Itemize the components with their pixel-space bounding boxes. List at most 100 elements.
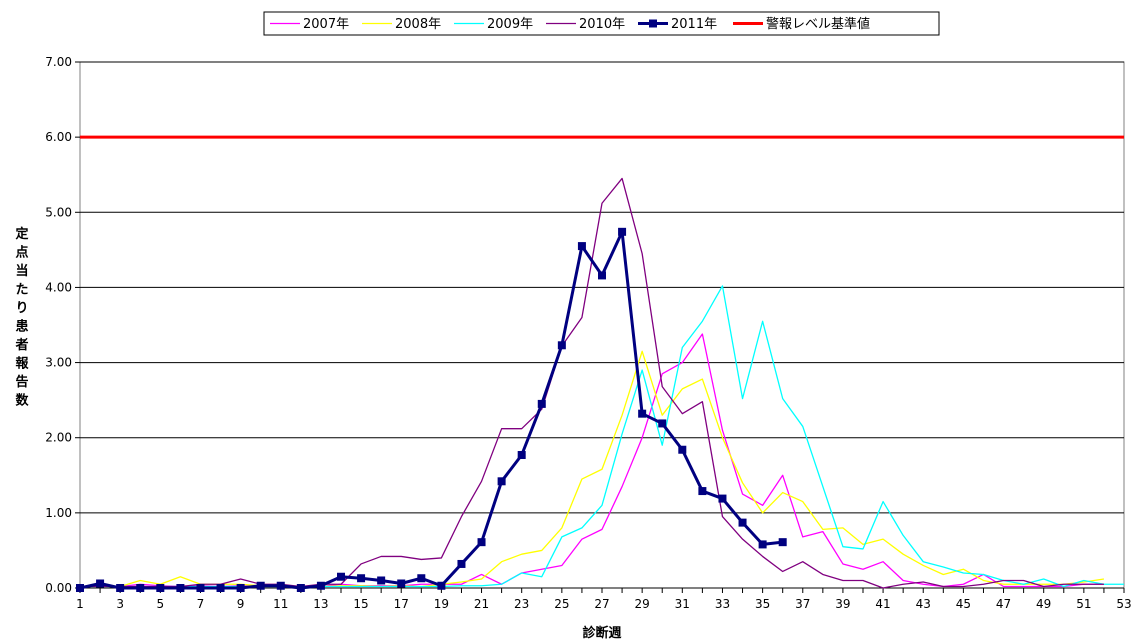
y-tick-label: 6.00 bbox=[45, 130, 72, 144]
data-point bbox=[738, 518, 747, 527]
legend-label: 警報レベル基準値 bbox=[766, 16, 870, 32]
data-point bbox=[256, 581, 265, 590]
y-axis-title-char: 当 bbox=[15, 263, 28, 279]
x-tick-label: 17 bbox=[394, 597, 409, 611]
legend-item: 2011年 bbox=[638, 17, 717, 32]
legend-label: 2010年 bbox=[579, 17, 625, 32]
data-point bbox=[477, 538, 486, 547]
legend-item: 2007年 bbox=[270, 17, 349, 32]
x-tick-label: 29 bbox=[635, 597, 650, 611]
x-tick-label: 1 bbox=[76, 597, 84, 611]
data-point bbox=[618, 227, 627, 236]
y-axis-title-char: 報 bbox=[15, 356, 29, 372]
x-tick-label: 53 bbox=[1116, 597, 1131, 611]
legend-item: 2009年 bbox=[454, 17, 533, 32]
x-tick-label: 41 bbox=[875, 597, 890, 611]
legend-item: 警報レベル基準値 bbox=[733, 16, 870, 32]
y-tick-label: 7.00 bbox=[45, 55, 72, 69]
legend: 2007年 2008年 2009年 2010年 2011年 警報レベル基準値 bbox=[263, 11, 940, 36]
x-axis-title: 診断週 bbox=[582, 625, 621, 641]
series-layer bbox=[76, 135, 1124, 592]
data-point bbox=[718, 494, 727, 503]
data-point bbox=[537, 399, 546, 408]
data-point bbox=[397, 579, 406, 588]
data-point bbox=[778, 538, 787, 547]
data-point bbox=[658, 419, 667, 428]
legend-box bbox=[263, 11, 940, 36]
series-group bbox=[79, 350, 1105, 588]
x-tick-label: 45 bbox=[956, 597, 971, 611]
plot-area bbox=[79, 61, 1125, 589]
x-tick-label: 5 bbox=[156, 597, 164, 611]
x-tick-label: 43 bbox=[916, 597, 931, 611]
x-tick-label: 49 bbox=[1036, 597, 1051, 611]
data-point bbox=[517, 450, 526, 459]
x-tick-label: 31 bbox=[675, 597, 690, 611]
legend-label: 2011年 bbox=[671, 17, 717, 32]
y-axis-title-char: り bbox=[15, 301, 28, 316]
data-point bbox=[577, 242, 586, 251]
x-tick-label: 7 bbox=[197, 597, 205, 611]
data-point bbox=[176, 584, 185, 592]
data-point bbox=[638, 409, 647, 418]
data-point bbox=[236, 584, 245, 592]
y-tick-label: 0.00 bbox=[45, 581, 72, 595]
legend-label: 2009年 bbox=[487, 17, 533, 32]
x-tick-label: 19 bbox=[434, 597, 449, 611]
series-line bbox=[79, 350, 1105, 588]
plot-frame bbox=[79, 61, 1125, 589]
x-tick-label: 35 bbox=[755, 597, 770, 611]
data-point bbox=[678, 445, 687, 454]
x-tick-label: 39 bbox=[835, 597, 850, 611]
data-point bbox=[156, 584, 165, 592]
y-axis-title-char: 者 bbox=[14, 337, 28, 353]
x-tick-label: 21 bbox=[474, 597, 489, 611]
x-tick-label: 13 bbox=[313, 597, 328, 611]
y-tick-label: 4.00 bbox=[45, 280, 72, 294]
x-tick-label: 25 bbox=[554, 597, 569, 611]
data-point bbox=[136, 584, 145, 592]
data-point bbox=[598, 271, 606, 280]
data-point bbox=[557, 341, 566, 350]
data-point bbox=[357, 574, 366, 583]
x-tick-label: 15 bbox=[353, 597, 368, 611]
y-tick-label: 3.00 bbox=[45, 356, 72, 370]
series-group bbox=[76, 227, 787, 592]
data-point bbox=[417, 574, 426, 583]
y-axis-title-char: 数 bbox=[15, 393, 29, 409]
legend-item: 2008年 bbox=[362, 17, 441, 32]
y-axis-title-char: 点 bbox=[15, 245, 28, 261]
y-tick-label: 5.00 bbox=[45, 205, 72, 219]
data-point bbox=[437, 581, 446, 590]
x-tick-label: 33 bbox=[715, 597, 730, 611]
x-tick-label: 27 bbox=[594, 597, 609, 611]
x-tick-label: 51 bbox=[1076, 597, 1091, 611]
y-tick-label: 1.00 bbox=[45, 506, 72, 520]
legend-item: 2010年 bbox=[546, 17, 625, 32]
data-point bbox=[497, 477, 506, 486]
y-axis-title-char: た bbox=[15, 283, 28, 298]
data-point bbox=[316, 581, 325, 590]
legend-label: 2007年 bbox=[303, 17, 349, 32]
y-axis-ticks: 0.00 1.00 2.00 3.00 4.00 5.00 6.00 7.00 bbox=[45, 55, 80, 595]
y-axis-title-char: 告 bbox=[15, 374, 28, 390]
data-point bbox=[76, 584, 84, 592]
x-tick-label: 23 bbox=[514, 597, 529, 611]
data-point bbox=[698, 487, 707, 496]
y-axis-title-char: 患 bbox=[15, 319, 28, 335]
x-tick-label: 3 bbox=[116, 597, 124, 611]
data-point bbox=[296, 584, 305, 592]
data-point bbox=[457, 559, 466, 568]
y-tick-label: 2.00 bbox=[45, 431, 72, 445]
data-point bbox=[116, 584, 125, 592]
data-point bbox=[276, 581, 285, 590]
data-point bbox=[196, 584, 205, 592]
x-axis-ticks: 1 3 5 7 9 11 13 15 17 19 21 23 25 27 29 31 33 35 37 39 41 43 4… bbox=[76, 587, 1132, 611]
x-tick-label: 47 bbox=[996, 597, 1011, 611]
data-point bbox=[758, 540, 767, 549]
x-tick-label: 11 bbox=[273, 597, 288, 611]
data-point bbox=[377, 576, 386, 585]
